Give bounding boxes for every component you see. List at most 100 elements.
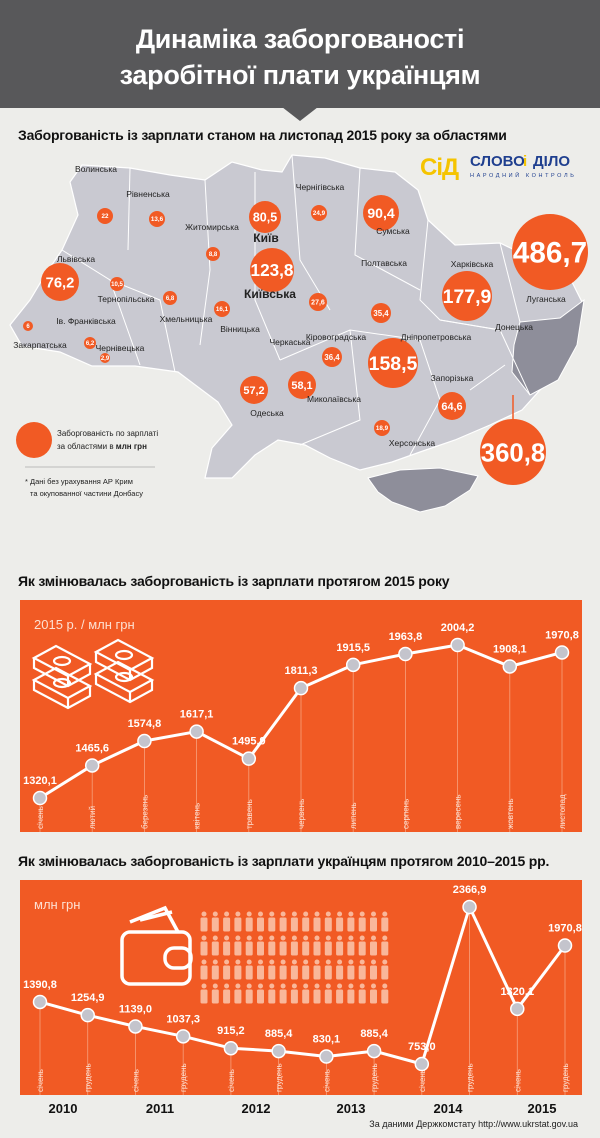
person-icon bbox=[279, 959, 287, 980]
region-12: 27,6 Черкаська bbox=[269, 293, 327, 347]
person-head bbox=[303, 935, 309, 941]
person-icon bbox=[347, 983, 355, 1004]
person-head bbox=[303, 983, 309, 989]
person-icon bbox=[268, 959, 276, 980]
person-head bbox=[258, 911, 263, 917]
region-16: 36,4 Кіровоградська bbox=[306, 332, 367, 367]
person-icon bbox=[200, 911, 208, 932]
person-body bbox=[302, 941, 310, 956]
person-body bbox=[279, 941, 287, 956]
region-name: Полтавська bbox=[361, 258, 407, 268]
person-body bbox=[223, 941, 231, 956]
region-14: 177,9 Харківська bbox=[442, 259, 494, 321]
region-name: Тернопільська bbox=[98, 294, 155, 304]
debt-value: 90,4 bbox=[367, 205, 395, 221]
person-icon bbox=[381, 911, 389, 932]
person-body bbox=[358, 941, 366, 956]
debt-value: 76,2 bbox=[46, 275, 75, 291]
person-head bbox=[348, 911, 354, 917]
data-point bbox=[32, 790, 48, 806]
data-point bbox=[510, 1001, 525, 1017]
region-name: Чернігівська bbox=[296, 182, 345, 192]
debt-value: 6,8 bbox=[166, 296, 175, 302]
person-icon bbox=[268, 935, 276, 956]
debt-value: 58,1 bbox=[291, 380, 312, 392]
person-icon bbox=[381, 983, 389, 1004]
person-head bbox=[201, 911, 207, 917]
person-icon bbox=[336, 935, 344, 956]
person-body bbox=[324, 989, 332, 1004]
x-tick-label: грудень bbox=[561, 1063, 570, 1092]
person-icon bbox=[257, 983, 264, 1004]
debt-bubble bbox=[374, 420, 390, 436]
person-head bbox=[280, 959, 286, 965]
person-body bbox=[370, 917, 377, 932]
person-body bbox=[234, 989, 242, 1004]
region-24: 360,8 Донецька bbox=[480, 322, 546, 485]
person-icon bbox=[290, 959, 298, 980]
person-icon bbox=[257, 911, 264, 932]
person-head bbox=[382, 959, 388, 965]
person-head bbox=[325, 911, 331, 917]
debt-bubble bbox=[84, 337, 96, 349]
data-label: 1390,8 bbox=[23, 979, 57, 991]
chart-2010-2015: млн грн січень грудень січень грудень січень г… bbox=[20, 880, 582, 1116]
region-border bbox=[469, 364, 506, 391]
logo-name-left: СЛОВО bbox=[470, 153, 525, 170]
person-icon bbox=[313, 983, 321, 1004]
region-name: Вінницька bbox=[220, 324, 260, 334]
chart-subtitle: 2015 р. / млн грн bbox=[34, 617, 135, 632]
region-6: 90,4 Сумська bbox=[363, 195, 410, 236]
ukraine-map: 22Волинська13,6Рівненська8,8Житомирська8… bbox=[9, 153, 588, 513]
region-name: Кіровоградська bbox=[306, 332, 367, 342]
region-2: 8,8 Житомирська bbox=[185, 222, 239, 261]
person-body bbox=[245, 965, 253, 980]
region-name: Сумська bbox=[376, 226, 410, 236]
chart-panel bbox=[20, 880, 582, 1095]
year-label: 2011 bbox=[146, 1101, 174, 1116]
data-point bbox=[554, 645, 570, 660]
person-body bbox=[268, 989, 276, 1004]
debt-bubble bbox=[41, 263, 79, 301]
debt-value: 6 bbox=[26, 324, 30, 330]
person-head bbox=[303, 911, 309, 917]
person-head bbox=[337, 959, 343, 965]
person-icon bbox=[268, 911, 276, 932]
data-label: 1963,8 bbox=[389, 631, 423, 643]
region-1: 13,6 Рівненська bbox=[126, 189, 170, 227]
person-body bbox=[302, 965, 310, 980]
data-point bbox=[502, 659, 518, 674]
person-head bbox=[212, 911, 218, 917]
debt-bubble bbox=[309, 293, 327, 311]
data-label: 830,1 bbox=[313, 1033, 341, 1045]
person-icon bbox=[279, 935, 287, 956]
person-head bbox=[314, 983, 320, 989]
debt-bubble bbox=[363, 195, 399, 231]
x-tick-label: квітень bbox=[193, 803, 202, 829]
person-icon bbox=[268, 983, 276, 1004]
region-21: 58,1 Миколаївська bbox=[288, 371, 361, 404]
person-body bbox=[347, 965, 355, 980]
region-name: Запорізька bbox=[431, 373, 474, 383]
person-icon bbox=[336, 911, 344, 932]
region-4: 123,8 Київська bbox=[244, 248, 296, 301]
person-body bbox=[234, 917, 242, 932]
data-label: 1254,9 bbox=[71, 992, 105, 1004]
person-body bbox=[268, 965, 276, 980]
data-point bbox=[293, 680, 309, 696]
person-head bbox=[212, 959, 218, 965]
debt-bubble bbox=[480, 419, 546, 485]
person-body bbox=[211, 941, 219, 956]
person-head bbox=[212, 935, 218, 941]
person-icon bbox=[324, 911, 332, 932]
region-name: Миколаївська bbox=[307, 394, 361, 404]
person-head bbox=[269, 983, 275, 989]
person-icon bbox=[290, 911, 298, 932]
x-tick-label: січень bbox=[418, 1069, 427, 1092]
person-body bbox=[257, 965, 264, 980]
person-body bbox=[336, 965, 344, 980]
person-icon bbox=[290, 983, 298, 1004]
region-border bbox=[109, 279, 176, 373]
x-tick-label: листопад bbox=[558, 794, 567, 829]
